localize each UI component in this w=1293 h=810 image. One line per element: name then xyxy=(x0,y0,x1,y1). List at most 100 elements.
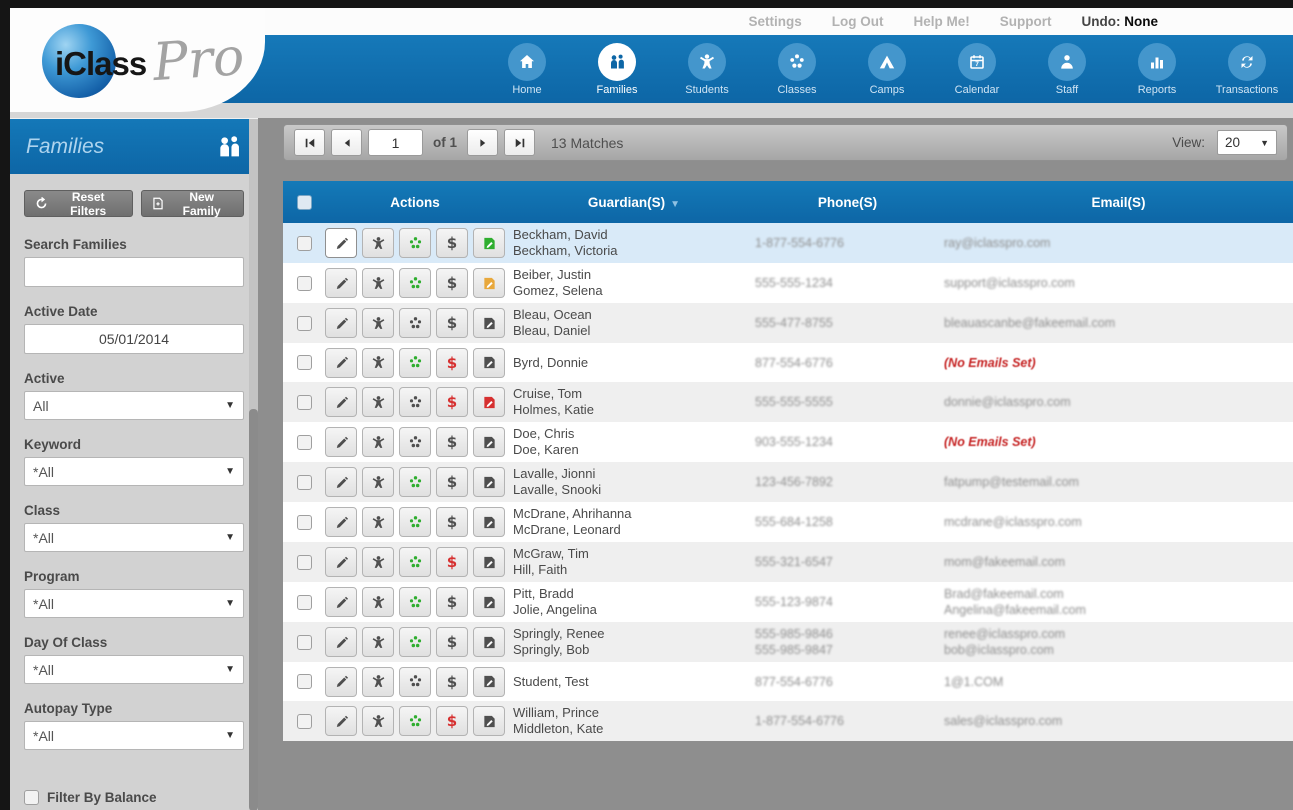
payments-button[interactable]: $ xyxy=(436,547,468,577)
family-members-button[interactable] xyxy=(399,706,431,736)
autopay-type-select[interactable]: *All▼ xyxy=(24,721,244,750)
view-students-button[interactable] xyxy=(362,587,394,617)
class-select[interactable]: *All▼ xyxy=(24,523,244,552)
page-number-input[interactable] xyxy=(368,129,423,156)
ledger-notes-button[interactable] xyxy=(473,547,505,577)
nav-camps[interactable]: Camps xyxy=(855,43,919,96)
family-members-button[interactable] xyxy=(399,547,431,577)
family-members-button[interactable] xyxy=(399,627,431,657)
active-select[interactable]: All▼ xyxy=(24,391,244,420)
nav-classes[interactable]: Classes xyxy=(765,43,829,96)
payments-button[interactable]: $ xyxy=(436,427,468,457)
table-row[interactable]: $ Bleau, OceanBleau, Daniel 555-477-8755… xyxy=(283,303,1293,343)
reset-filters-button[interactable]: Reset Filters xyxy=(24,190,133,217)
nav-students[interactable]: Students xyxy=(675,43,739,96)
nav-staff[interactable]: Staff xyxy=(1035,43,1099,96)
family-members-button[interactable] xyxy=(399,507,431,537)
family-members-button[interactable] xyxy=(399,667,431,697)
table-row[interactable]: $ Springly, ReneeSpringly, Bob 555-985-9… xyxy=(283,622,1293,662)
new-family-button[interactable]: New Family xyxy=(141,190,244,217)
view-students-button[interactable] xyxy=(362,268,394,298)
program-select[interactable]: *All▼ xyxy=(24,589,244,618)
payments-button[interactable]: $ xyxy=(436,587,468,617)
family-members-button[interactable] xyxy=(399,587,431,617)
ledger-notes-button[interactable] xyxy=(473,706,505,736)
payments-button[interactable]: $ xyxy=(436,308,468,338)
view-students-button[interactable] xyxy=(362,547,394,577)
edit-family-button[interactable] xyxy=(325,348,357,378)
table-row[interactable]: $ McDrane, AhrihannaMcDrane, Leonard 555… xyxy=(283,502,1293,542)
column-header-email[interactable]: Email(S) xyxy=(940,195,1293,210)
payments-button[interactable]: $ xyxy=(436,228,468,258)
active-date-input[interactable] xyxy=(24,324,244,354)
edit-family-button[interactable] xyxy=(325,507,357,537)
payments-button[interactable]: $ xyxy=(436,268,468,298)
view-students-button[interactable] xyxy=(362,667,394,697)
filter-by-balance-checkbox[interactable] xyxy=(24,790,39,805)
ledger-notes-button[interactable] xyxy=(473,587,505,617)
sidebar-scrollbar-thumb[interactable] xyxy=(249,409,258,810)
view-students-button[interactable] xyxy=(362,348,394,378)
column-header-guardian[interactable]: Guardian(S)▼ xyxy=(505,195,755,210)
view-students-button[interactable] xyxy=(362,706,394,736)
row-checkbox[interactable] xyxy=(297,236,312,251)
nav-reports[interactable]: Reports xyxy=(1125,43,1189,96)
edit-family-button[interactable] xyxy=(325,268,357,298)
view-count-select[interactable]: 20 ▼ xyxy=(1217,130,1277,155)
table-row[interactable]: $ Cruise, TomHolmes, Katie 555-555-5555 … xyxy=(283,382,1293,422)
row-checkbox[interactable] xyxy=(297,276,312,291)
view-students-button[interactable] xyxy=(362,387,394,417)
keyword-select[interactable]: *All▼ xyxy=(24,457,244,486)
family-members-button[interactable] xyxy=(399,427,431,457)
payments-button[interactable]: $ xyxy=(436,348,468,378)
row-checkbox[interactable] xyxy=(297,714,312,729)
ledger-notes-button[interactable] xyxy=(473,627,505,657)
nav-families[interactable]: Families xyxy=(585,43,649,96)
table-row[interactable]: $ Lavalle, JionniLavalle, Snooki 123-456… xyxy=(283,462,1293,502)
ledger-notes-button[interactable] xyxy=(473,507,505,537)
row-checkbox[interactable] xyxy=(297,395,312,410)
table-row[interactable]: $ Student, Test 877-554-6776 1@1.COM xyxy=(283,662,1293,701)
row-checkbox[interactable] xyxy=(297,435,312,450)
ledger-notes-button[interactable] xyxy=(473,467,505,497)
edit-family-button[interactable] xyxy=(325,308,357,338)
row-checkbox[interactable] xyxy=(297,674,312,689)
support-link[interactable]: Support xyxy=(1000,14,1052,29)
table-row[interactable]: $ Pitt, BraddJolie, Angelina 555-123-987… xyxy=(283,582,1293,622)
edit-family-button[interactable] xyxy=(325,706,357,736)
ledger-notes-button[interactable] xyxy=(473,268,505,298)
ledger-notes-button[interactable] xyxy=(473,427,505,457)
payments-button[interactable]: $ xyxy=(436,387,468,417)
settings-link[interactable]: Settings xyxy=(748,14,801,29)
edit-family-button[interactable] xyxy=(325,547,357,577)
edit-family-button[interactable] xyxy=(325,467,357,497)
ledger-notes-button[interactable] xyxy=(473,308,505,338)
view-students-button[interactable] xyxy=(362,427,394,457)
row-checkbox[interactable] xyxy=(297,595,312,610)
family-members-button[interactable] xyxy=(399,348,431,378)
day-of-class-select[interactable]: *All▼ xyxy=(24,655,244,684)
last-page-button[interactable] xyxy=(504,129,535,156)
table-row[interactable]: $ Beiber, JustinGomez, Selena 555-555-12… xyxy=(283,263,1293,303)
select-all-checkbox[interactable] xyxy=(297,195,312,210)
view-students-button[interactable] xyxy=(362,627,394,657)
edit-family-button[interactable] xyxy=(325,387,357,417)
row-checkbox[interactable] xyxy=(297,475,312,490)
nav-transactions[interactable]: Transactions xyxy=(1215,43,1279,96)
ledger-notes-button[interactable] xyxy=(473,228,505,258)
column-header-phone[interactable]: Phone(S) xyxy=(755,195,940,210)
payments-button[interactable]: $ xyxy=(436,467,468,497)
family-members-button[interactable] xyxy=(399,308,431,338)
edit-family-button[interactable] xyxy=(325,427,357,457)
table-row[interactable]: $ Beckham, DavidBeckham, Victoria 1-877-… xyxy=(283,223,1293,263)
family-members-button[interactable] xyxy=(399,228,431,258)
search-families-input[interactable] xyxy=(24,257,244,287)
row-checkbox[interactable] xyxy=(297,635,312,650)
view-students-button[interactable] xyxy=(362,308,394,338)
edit-family-button[interactable] xyxy=(325,627,357,657)
next-page-button[interactable] xyxy=(467,129,498,156)
view-students-button[interactable] xyxy=(362,467,394,497)
ledger-notes-button[interactable] xyxy=(473,387,505,417)
nav-home[interactable]: Home xyxy=(495,43,559,96)
edit-family-button[interactable] xyxy=(325,587,357,617)
